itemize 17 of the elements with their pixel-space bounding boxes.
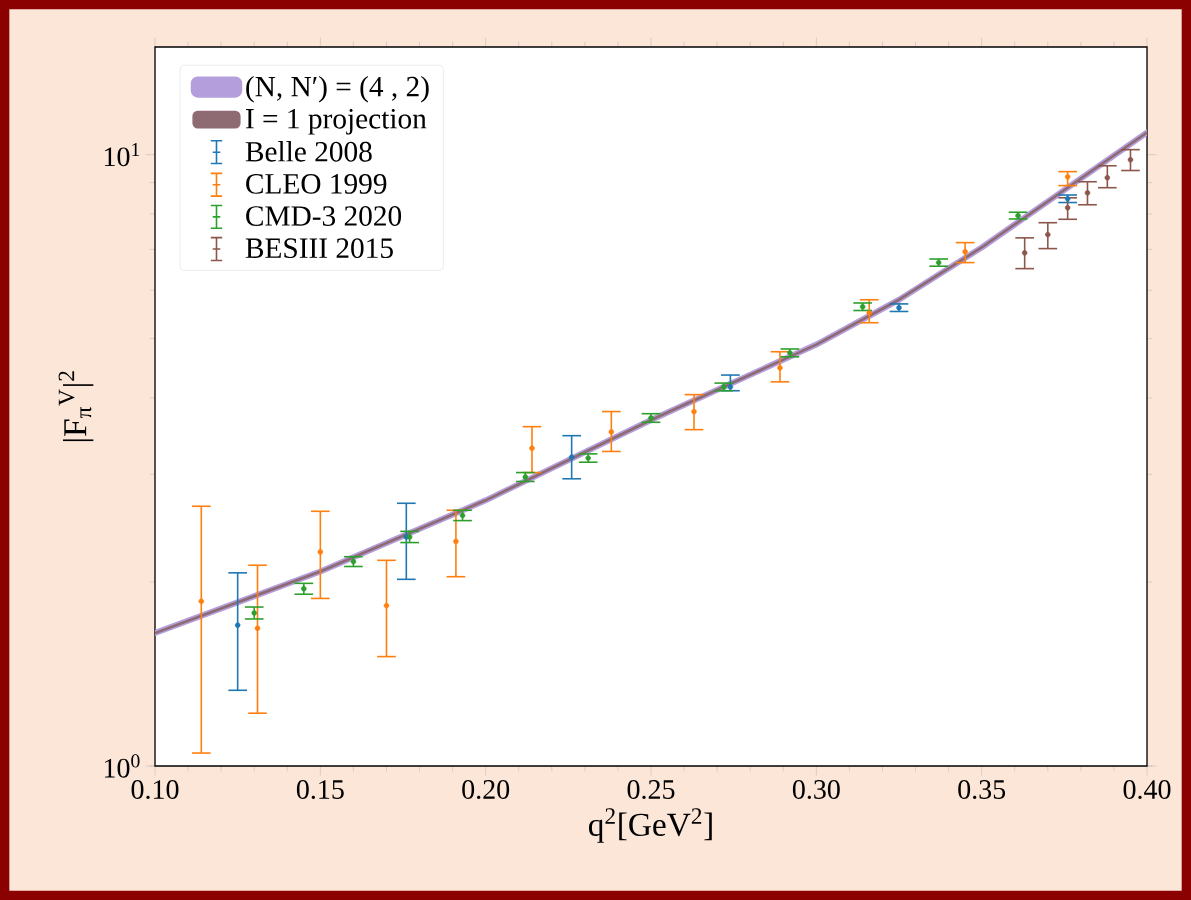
legend-label: BESIII 2015 — [245, 238, 393, 259]
x-tick-label: 0.40 — [1123, 780, 1171, 800]
legend-label: I = 1 projection — [245, 108, 427, 135]
legend-label: Belle 2008 — [245, 141, 372, 162]
y-tick-label: 10$^{0}$ — [104, 754, 140, 778]
x-tick-label: 0.35 — [958, 780, 1006, 800]
legend-label: (N, N′) = (4 , 2) — [246, 75, 429, 103]
x-tick-label: 0.30 — [792, 780, 840, 800]
y-axis-title: |F$_{π}$$^{V}$|$^{2}$ — [58, 371, 94, 442]
legend-label: CLEO 1999 — [246, 174, 387, 194]
x-tick-label: 0.15 — [296, 780, 344, 800]
y-tick-label: 10$^{1}$ — [104, 143, 140, 167]
x-axis-title: q$^{2}$[GeV$^{2}$] — [588, 808, 712, 843]
x-tick-label: 0.25 — [627, 780, 675, 800]
x-tick-label: 0.20 — [462, 780, 510, 800]
legend-label: CMD-3 2020 — [246, 206, 402, 226]
x-tick-label: 0.10 — [131, 780, 179, 800]
